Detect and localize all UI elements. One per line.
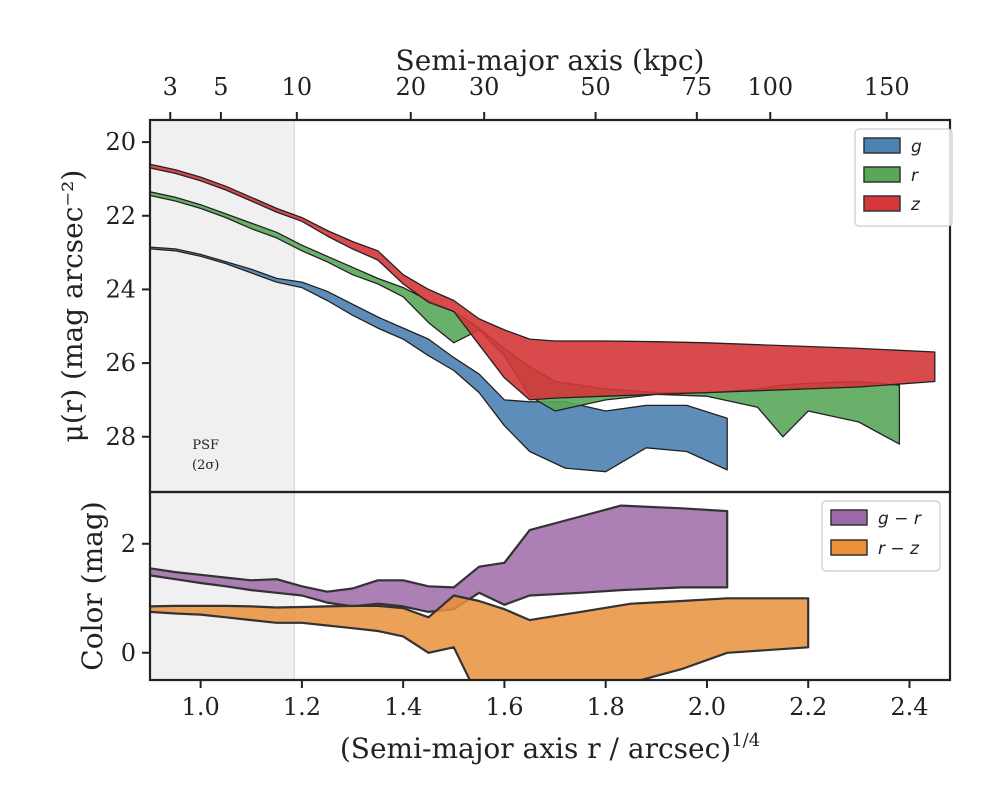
bottom-y-axis-title: Color (mag) xyxy=(76,501,109,670)
legend-swatch-g-minus-r xyxy=(830,509,868,526)
xtick-label-top-150: 150 xyxy=(864,73,910,101)
ytick-label-top-22: 22 xyxy=(105,202,136,230)
xtick-label-bottom-1.6: 1.6 xyxy=(485,693,523,721)
top-axis-title: Semi-major axis (kpc) xyxy=(396,44,705,77)
legend-swatch-g xyxy=(863,137,901,154)
xtick-label-top-20: 20 xyxy=(395,73,426,101)
band-z xyxy=(150,163,936,401)
xtick-label-bottom-1.4: 1.4 xyxy=(384,693,422,721)
xtick-label-bottom-1: 1.0 xyxy=(182,693,220,721)
band-g xyxy=(150,246,728,473)
psf-shade xyxy=(150,120,295,680)
xtick-label-bottom-1.2: 1.2 xyxy=(283,693,321,721)
legend-label-r: r xyxy=(911,166,919,186)
ytick-label-top-24: 24 xyxy=(105,275,136,303)
band-r-minus-z xyxy=(150,594,810,680)
xtick-label-top-5: 5 xyxy=(213,73,228,101)
xtick-label-bottom-1.8: 1.8 xyxy=(587,693,625,721)
color-panel xyxy=(150,504,810,680)
legend-label-r-minus-z: r − z xyxy=(878,539,920,559)
legend-label-g: g xyxy=(911,137,922,157)
xtick-label-top-75: 75 xyxy=(682,73,713,101)
xtick-label-top-3: 3 xyxy=(163,73,178,101)
legend-swatch-z xyxy=(863,195,901,212)
ytick-label-top-26: 26 xyxy=(105,349,136,377)
xtick-label-top-30: 30 xyxy=(469,73,500,101)
ytick-label-bottom-2: 2 xyxy=(121,530,136,558)
ytick-label-top-20: 20 xyxy=(105,128,136,156)
xtick-label-top-100: 100 xyxy=(747,73,793,101)
band-r xyxy=(150,191,901,445)
legend-swatch-r xyxy=(863,166,901,183)
legend-swatch-r-minus-z xyxy=(830,539,868,556)
bottom-x-axis-title: (Semi-major axis r / arcsec)1/4 xyxy=(340,730,760,765)
ytick-label-bottom-0: 0 xyxy=(121,639,136,667)
bottom-bands xyxy=(150,504,810,680)
psf-sigma-label: (2σ) xyxy=(192,458,219,473)
xtick-label-bottom-2.2: 2.2 xyxy=(789,693,827,721)
psf-label: PSF xyxy=(192,438,219,453)
top-y-axis-title: μ(r) (mag arcsec⁻²) xyxy=(56,170,89,443)
top-bands xyxy=(150,163,936,473)
legend-label-z: z xyxy=(910,195,921,215)
xtick-label-top-10: 10 xyxy=(282,73,313,101)
surface-brightness-panel: PSF (2σ) xyxy=(150,120,936,680)
band-g-minus-r xyxy=(150,504,729,614)
xtick-label-top-50: 50 xyxy=(580,73,611,101)
xtick-label-bottom-2: 2.0 xyxy=(688,693,726,721)
ytick-label-top-28: 28 xyxy=(105,423,136,451)
bottom-panel-frame xyxy=(148,490,952,682)
xtick-label-bottom-2.4: 2.4 xyxy=(890,693,928,721)
legend-label-g-minus-r: g − r xyxy=(878,509,922,529)
